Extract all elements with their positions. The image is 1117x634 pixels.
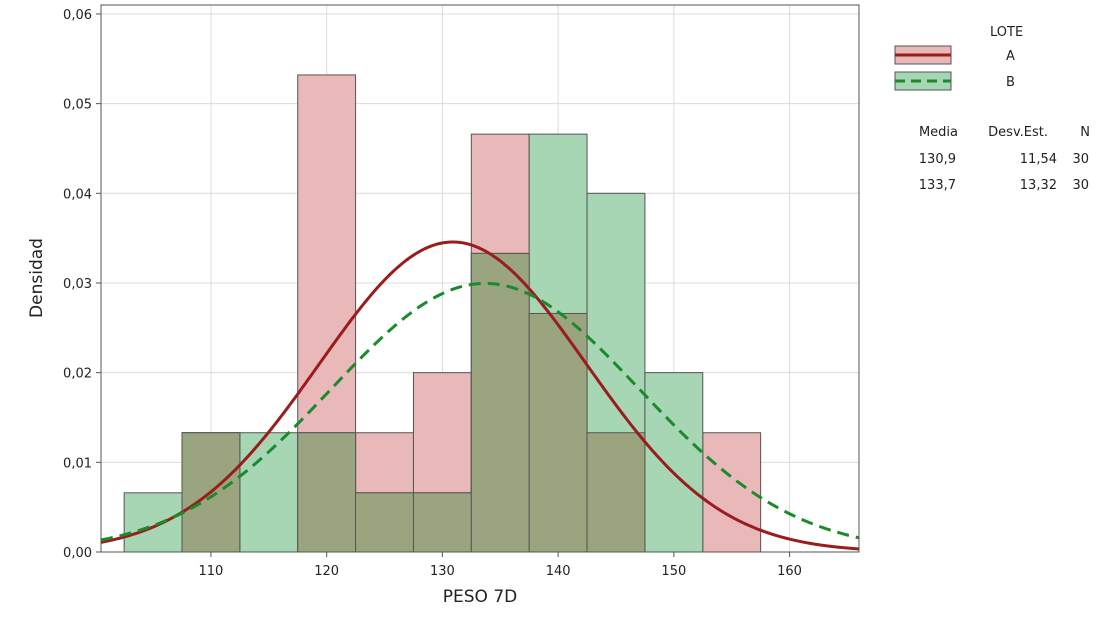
density-curve-a [100,240,860,551]
legend: LOTE A B [894,25,1023,91]
bar-overlap-132.5 [470,252,530,553]
x-axis-label: PESO 7D [443,587,517,607]
y-axis-ticks: 0,00 0,01 0,02 0,03 0,04 0,05 0,06 [63,8,101,561]
bar-overlap-142.5 [586,432,646,553]
legend-item-b: B [894,71,1015,91]
y-tick-label-4: 0,04 [63,187,92,202]
legend-label-b: B [1006,75,1015,90]
x-tick-label-3: 140 [546,564,571,579]
stats-header-mean: Media [919,125,958,140]
legend-item-a: A [894,45,1015,65]
x-tick-label-5: 160 [777,564,802,579]
bar-overlap-117.5 [297,432,357,553]
y-tick-label-0: 0,00 [63,546,92,561]
y-axis-label: Densidad [27,238,47,318]
y-tick-label-2: 0,02 [63,367,92,382]
bar-b-0 [123,492,183,553]
stats-header-std: Desv.Est. [988,125,1048,140]
y-tick-label-5: 0,05 [63,98,92,113]
stats-header-n: N [1080,125,1090,140]
bar-overlap-137.5 [528,312,588,553]
stats-std-b: 13,32 [1020,178,1057,193]
x-tick-label-1: 120 [314,564,339,579]
density-curve-b [100,281,860,542]
bar-overlap-127.5 [412,492,472,553]
bar-a-7 [702,432,762,553]
x-tick-label-0: 110 [199,564,224,579]
stats-n-a: 30 [1072,152,1089,167]
y-tick-label-3: 0,03 [63,277,92,292]
y-tick-label-1: 0,01 [63,456,92,471]
x-tick-label-4: 150 [661,564,686,579]
stats-table: Media Desv.Est. N 130,9 11,54 30 133,7 1… [919,125,1090,193]
stats-n-b: 30 [1072,178,1089,193]
x-tick-label-2: 130 [430,564,455,579]
bar-b-9 [644,372,704,553]
legend-label-a: A [1006,49,1015,64]
x-axis-ticks: 110 120 130 140 150 160 [199,552,802,579]
plot-border [100,4,860,553]
stats-std-a: 11,54 [1020,152,1057,167]
bar-overlap-122.5 [355,492,414,553]
stats-mean-b: 133,7 [919,178,956,193]
y-tick-label-6: 0,06 [63,8,92,23]
stats-mean-a: 130,9 [919,152,956,167]
legend-title: LOTE [990,25,1023,40]
density-curves [100,240,860,551]
